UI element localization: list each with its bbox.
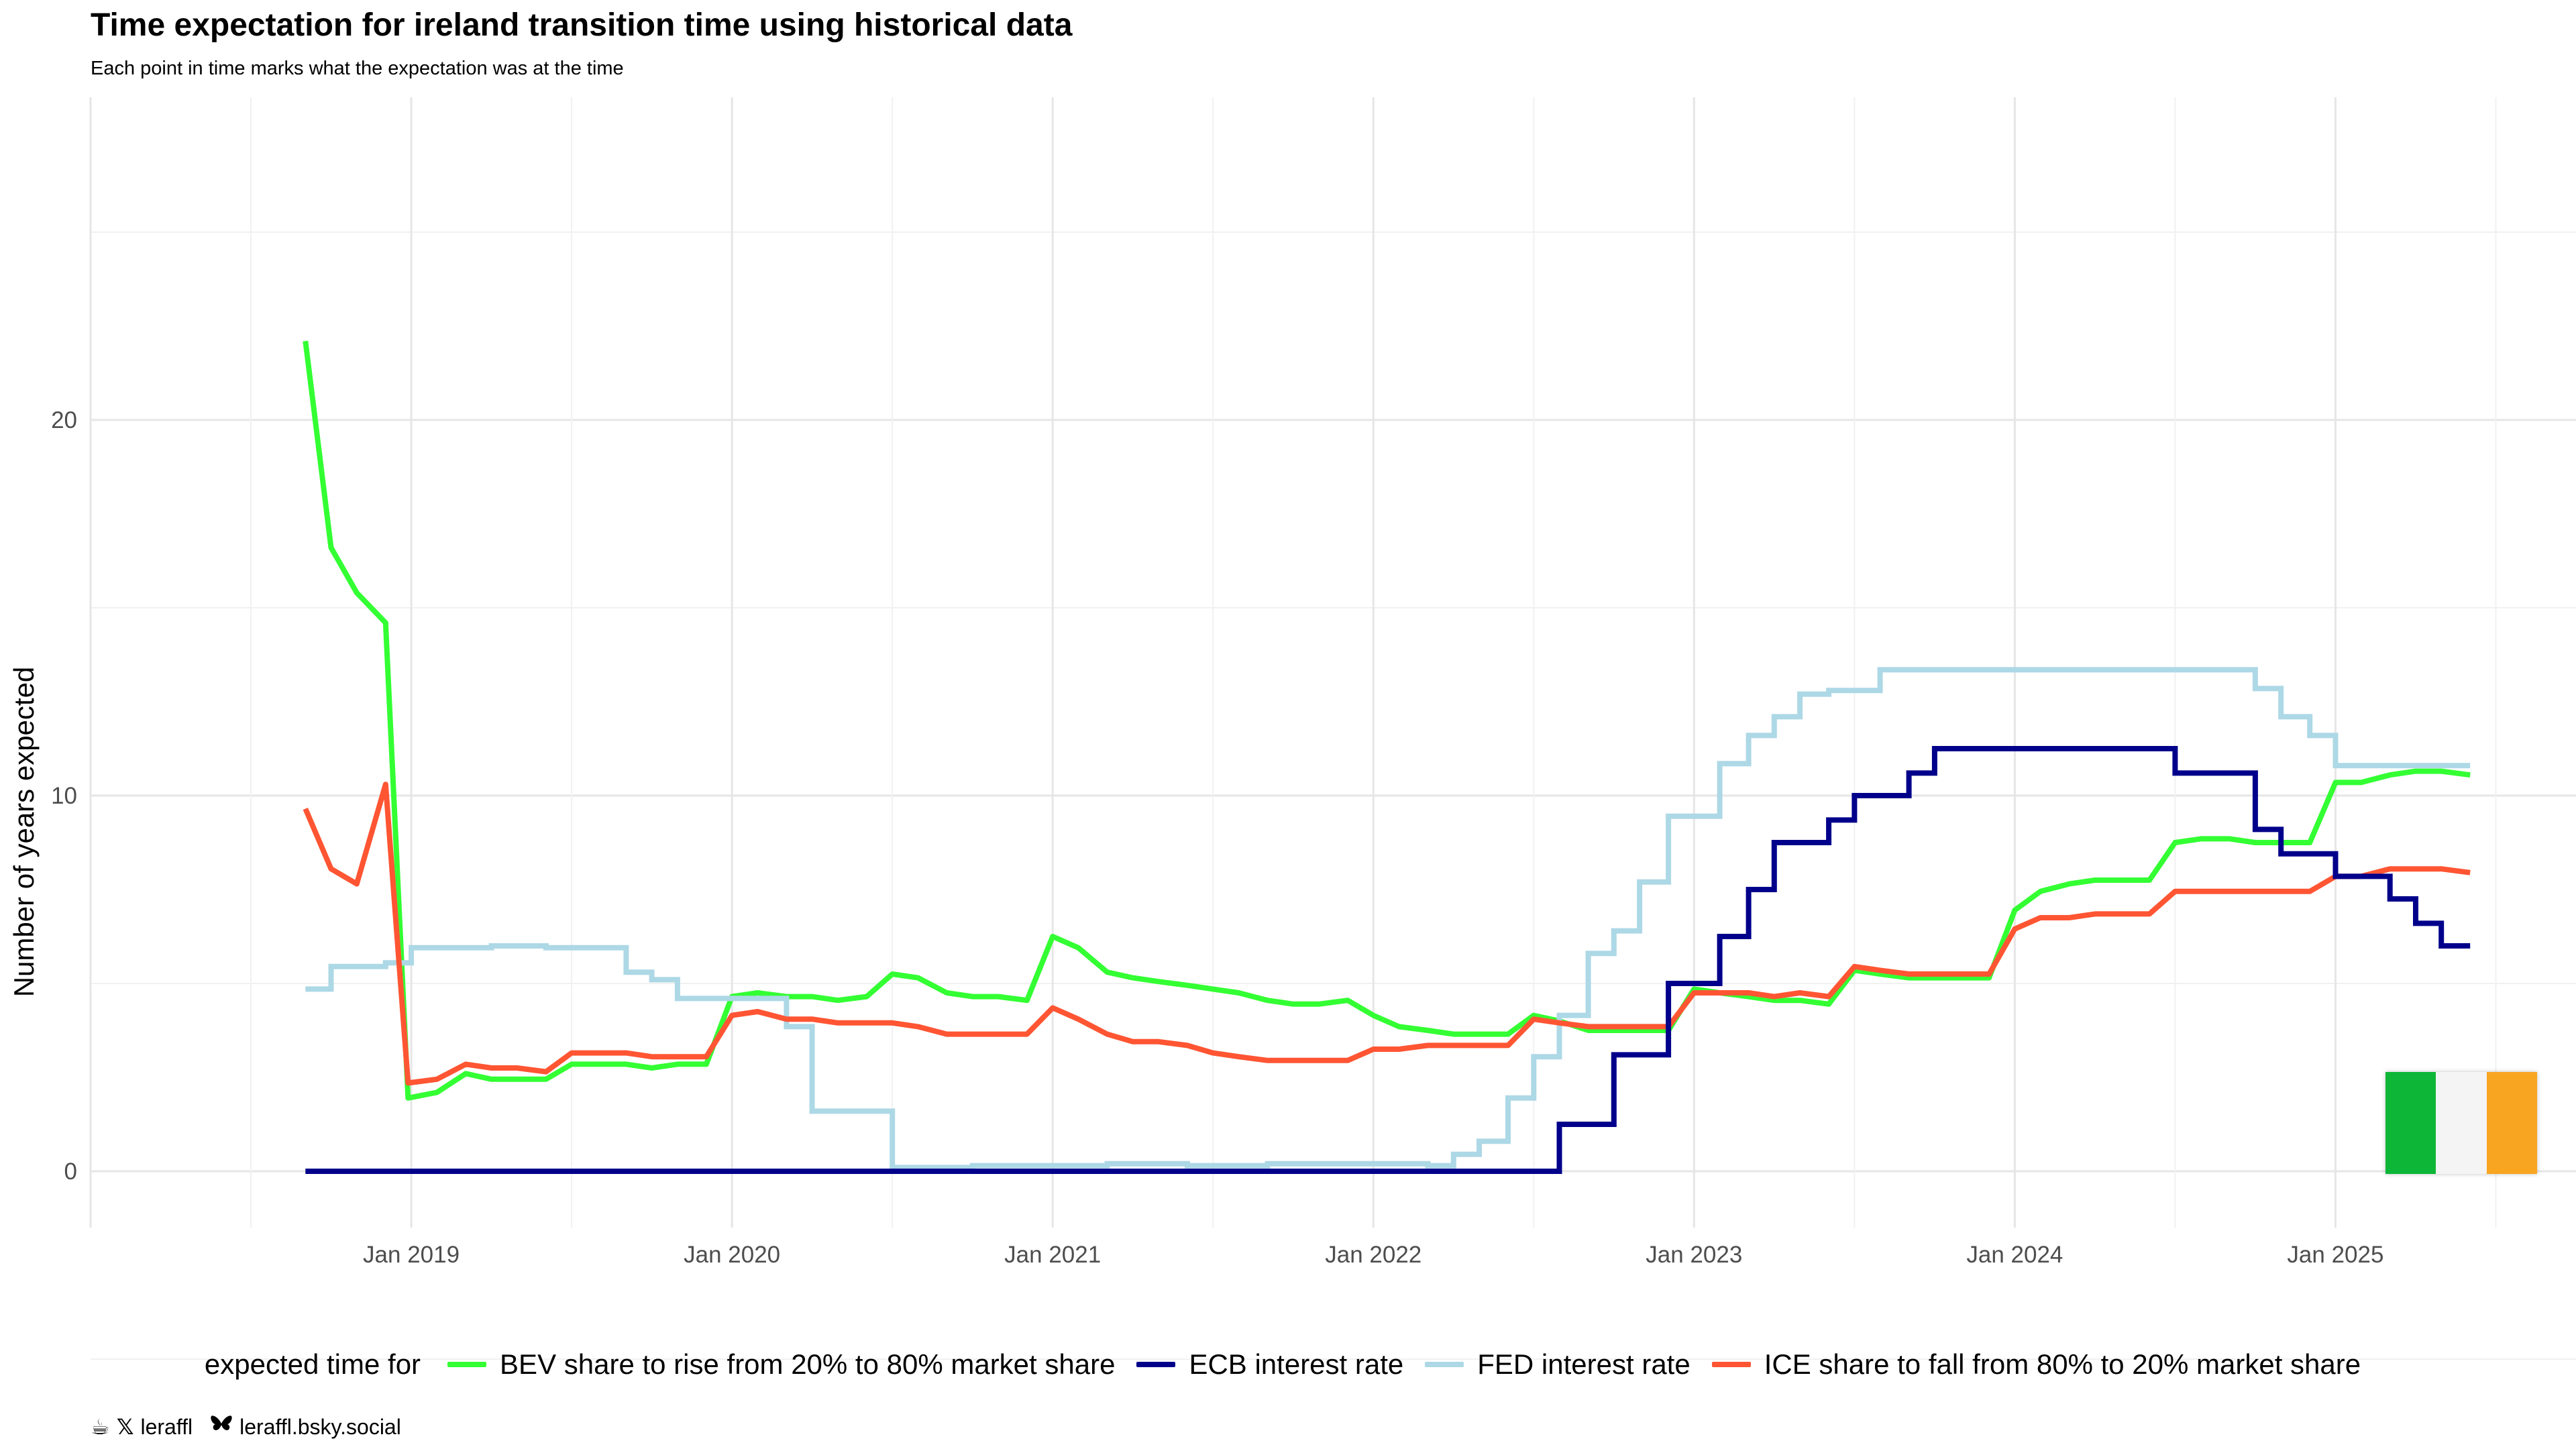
x-tick-label: Jan 2024: [1966, 1242, 2063, 1268]
coffee-icon: ☕: [91, 1415, 110, 1439]
x-tick-label: Jan 2019: [363, 1242, 460, 1268]
x-tick-label: Jan 2022: [1325, 1242, 1421, 1268]
x-tick-label: Jan 2020: [684, 1242, 780, 1268]
series-line-ice: [303, 782, 2471, 1086]
butterfly-icon: [210, 1414, 233, 1440]
x-icon: 𝕏: [116, 1415, 134, 1439]
chart-subtitle: Each point in time marks what the expect…: [91, 58, 624, 79]
legend-swatch-fed: [1425, 1362, 1464, 1367]
legend-swatch-ice: [1711, 1362, 1751, 1367]
legend-label-ice: ICE share to fall from 80% to 20% market…: [1764, 1348, 2361, 1380]
legend-item-ecb: ECB interest rate: [1136, 1348, 1403, 1381]
flag-orange-stripe: [2486, 1072, 2537, 1174]
grid: [89, 97, 2576, 1360]
ireland-flag: [2385, 1072, 2537, 1174]
tick-labels: Jan 2019 Jan 2020 Jan 2021 Jan 2022 Jan 2023…: [51, 407, 2383, 1268]
legend-title: expected time for: [204, 1348, 421, 1380]
y-tick-label: 10: [51, 783, 77, 809]
credits: ☕ 𝕏 leraffl leraffl.bsky.social: [91, 1414, 419, 1440]
series-line-ecb: [305, 746, 2471, 1174]
legend-label-fed: FED interest rate: [1477, 1348, 1690, 1380]
x-tick-label: Jan 2023: [1646, 1242, 1742, 1268]
credit-handle: leraffl: [140, 1414, 193, 1439]
series-line-fed: [305, 667, 2471, 1171]
flag-white-stripe: [2436, 1072, 2487, 1174]
legend-item-bev: BEV share to rise from 20% to 80% market…: [447, 1348, 1115, 1381]
legend-label-bev: BEV share to rise from 20% to 80% market…: [500, 1348, 1116, 1380]
y-axis-label: Number of years expected: [8, 667, 40, 998]
series-lines: [303, 340, 2471, 1174]
legend-swatch-bev: [447, 1362, 487, 1367]
legend-swatch-ecb: [1136, 1362, 1176, 1367]
flag-green-stripe: [2385, 1072, 2436, 1174]
x-tick-label: Jan 2021: [1004, 1242, 1101, 1268]
x-tick-label: Jan 2025: [2287, 1242, 2383, 1268]
legend-item-ice: ICE share to fall from 80% to 20% market…: [1711, 1348, 2361, 1381]
credit-bluesky: leraffl.bsky.social: [239, 1414, 401, 1439]
y-tick-label: 0: [64, 1159, 77, 1185]
chart-title: Time expectation for ireland transition …: [91, 7, 1073, 43]
series-line-bev: [303, 340, 2471, 1101]
legend-item-fed: FED interest rate: [1425, 1348, 1690, 1381]
y-tick-label: 20: [51, 407, 77, 433]
legend: expected time for BEV share to rise from…: [0, 1348, 2576, 1381]
legend-label-ecb: ECB interest rate: [1189, 1348, 1404, 1380]
